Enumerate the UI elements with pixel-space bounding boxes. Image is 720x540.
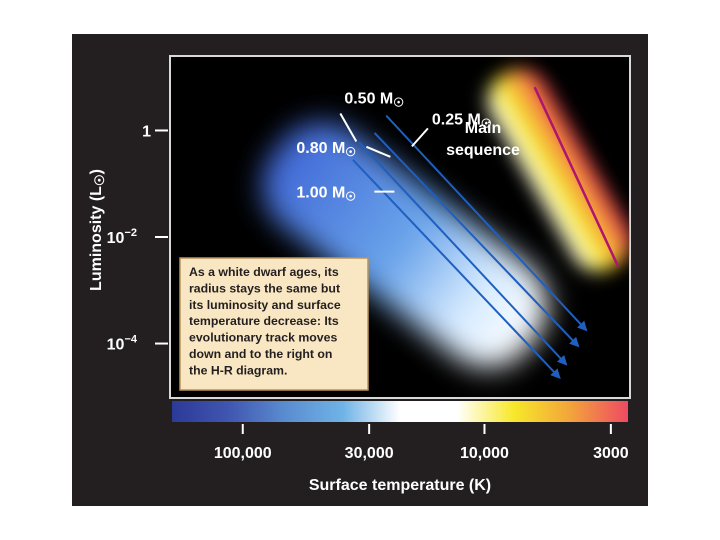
main-sequence-line [533,86,620,267]
cooling-track-arrow-2 [373,132,580,348]
main-sequence-label-line-0: Main [465,120,501,137]
series-label-3: 1.00 M☉ [296,185,356,204]
annotation-text: As a white dwarf ages, its radius stays t… [189,265,341,377]
cooling-track-arrow-3 [385,114,588,332]
sun-symbol: ☉ [92,174,107,186]
series-label-2: 0.80 M☉ [296,140,356,159]
cooling-track-arrow-1 [358,141,568,366]
annotation-line-2: its luminosity and surface [189,298,341,312]
cooling-track-arrow-0 [352,159,561,379]
annotation-line-4: evolutionary track moves [189,331,337,345]
annotation-line-1: radius stays the same but [189,281,340,295]
x-tick-label-1: 30,000 [345,445,394,462]
annotation-line-6: the H-R diagram. [189,363,287,377]
sun-symbol: ☉ [345,145,356,159]
y-axis-title-close: ) [88,169,105,174]
white-dwarf-region-glow [262,122,548,368]
sun-symbol: ☉ [481,116,492,130]
annotation-line-3: temperature decrease: Its [189,314,339,328]
annotation-line-5: down and to the right on [189,347,332,361]
y-tick-exponent-1: −2 [124,227,137,239]
y-axis-title-main: Luminosity (L [88,186,105,291]
series-label-leader-1 [411,127,429,148]
x-tick-label-2: 10,000 [460,445,509,462]
x-tick-label-3: 3000 [593,445,629,462]
temperature-colorbar [172,401,628,422]
y-tick-label-0: 1 [142,123,151,140]
series-label-leader-2 [366,145,391,158]
sun-symbol: ☉ [393,96,404,110]
series-label-leader-0 [339,113,358,143]
sun-symbol: ☉ [345,190,356,204]
main-sequence-glow [487,68,630,272]
annotation-box [179,257,369,391]
main-sequence-label-line-1: sequence [446,142,520,159]
x-tick-label-0: 100,000 [214,445,272,462]
series-label-0: 0.50 M☉ [344,91,404,110]
annotation-line-0: As a white dwarf ages, its [189,265,339,279]
x-axis-title: Surface temperature (K) [309,477,491,494]
y-axis-title: Luminosity (L☉) [88,169,107,291]
series-label-1: 0.25 M☉ [432,111,492,130]
y-tick-exponent-2: −4 [124,334,137,346]
